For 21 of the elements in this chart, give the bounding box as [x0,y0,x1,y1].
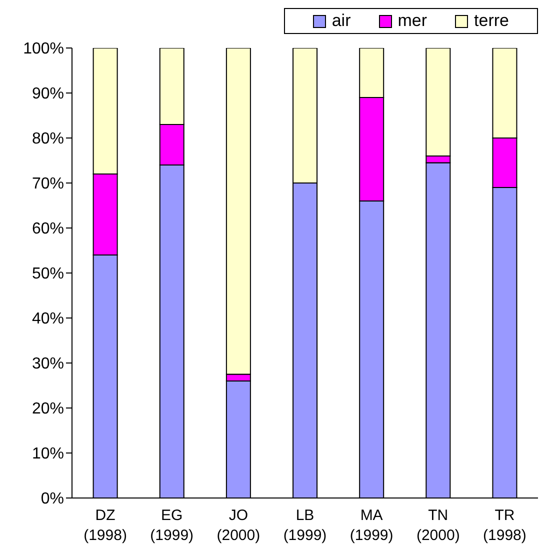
y-tick-label: 80% [32,130,64,148]
legend-label: mer [398,11,428,31]
y-tick-label: 70% [32,176,64,193]
x-tick-label: TR (1998) [483,507,526,544]
legend-label: air [332,11,351,31]
x-tick-label: JO (2000) [216,507,260,544]
y-tick-label: 20% [32,400,64,418]
x-tick-label: MA (1999) [350,507,394,544]
y-tick-label: 100% [23,40,64,58]
x-tick-label: DZ (1998) [84,507,127,544]
y-tick-label: 90% [32,86,64,103]
y-tick-label: 30% [32,356,64,373]
x-tick-label: TN (2000) [416,507,460,544]
legend-label: terre [474,11,509,31]
x-tick-label: LB (1999) [283,507,327,544]
y-tick-label: 50% [32,266,64,283]
x-tick-label: EG (1999) [150,507,194,544]
y-tick-label: 60% [32,220,64,238]
y-tick-label: 0% [40,490,64,508]
y-tick-label: 40% [32,310,64,328]
y-tick-label: 10% [32,446,64,463]
